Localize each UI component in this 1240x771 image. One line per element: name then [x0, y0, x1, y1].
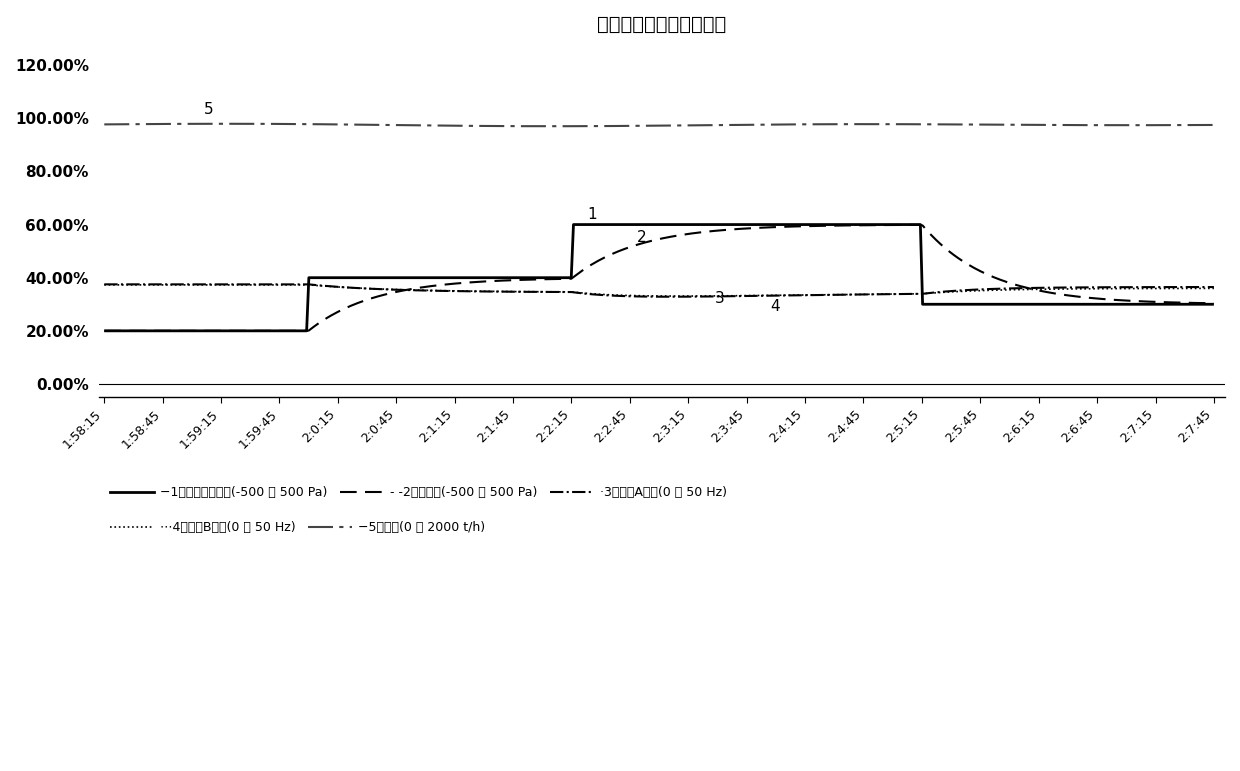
Title: 炉膛负压设定值扰动曲线: 炉膛负压设定值扰动曲线 [598, 15, 727, 34]
Text: 5: 5 [205, 103, 213, 117]
Text: 3: 3 [714, 291, 724, 306]
Legend: ⋯4引风机B频率(0 ～ 50 Hz), −5总风量(0 ～ 2000 t/h): ⋯4引风机B频率(0 ～ 50 Hz), −5总风量(0 ～ 2000 t/h) [105, 517, 490, 540]
Text: 2: 2 [637, 230, 646, 245]
Text: 1: 1 [587, 207, 596, 222]
Text: 4: 4 [770, 299, 780, 314]
